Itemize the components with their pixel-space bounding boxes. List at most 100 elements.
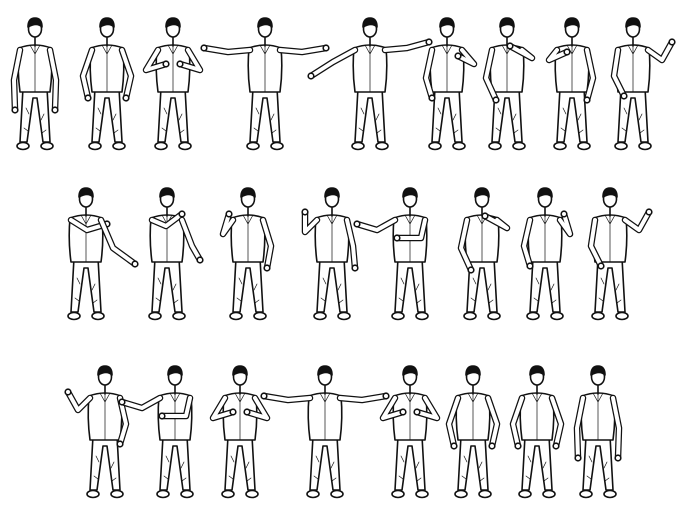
right-sleeve: [278, 46, 328, 54]
left-hand: [178, 210, 186, 218]
shoe-left: [579, 489, 593, 499]
trouser-folds: [74, 277, 98, 304]
hair: [474, 187, 490, 198]
hair: [317, 365, 333, 376]
figure-r3-8: [573, 365, 623, 499]
right-hand: [116, 440, 124, 448]
hair: [625, 17, 641, 28]
shoe-right: [487, 311, 501, 321]
figure-r3-6: [445, 365, 501, 499]
trousers: [354, 87, 386, 143]
left-sleeve: [150, 212, 184, 228]
right-sleeve: [160, 396, 192, 418]
right-sleeve: [99, 218, 137, 266]
shoe-left: [86, 489, 100, 499]
left-sleeve: [459, 218, 473, 272]
right-hand: [552, 442, 560, 450]
left-hand: [492, 96, 500, 104]
jacket-zip-collar: [319, 392, 331, 441]
right-hand: [506, 42, 514, 50]
trouser-folds: [586, 455, 610, 482]
left-sleeve: [303, 210, 319, 234]
left-hand: [428, 94, 436, 102]
left-sleeve: [484, 48, 498, 102]
hair: [232, 365, 248, 376]
shoe-left: [454, 489, 468, 499]
shoe-right: [512, 141, 526, 151]
shoe-left: [526, 311, 540, 321]
shoe-right: [180, 489, 194, 499]
left-sleeve: [66, 390, 92, 412]
shoe-right: [478, 489, 492, 499]
trouser-folds: [228, 455, 252, 482]
right-sleeve: [585, 48, 595, 102]
jacket-zip-collar: [404, 392, 416, 441]
trousers: [556, 87, 588, 143]
figure-r3-7: [509, 365, 565, 499]
shoe-left: [246, 141, 260, 151]
figure-r1-9: [610, 17, 676, 151]
left-hand: [526, 262, 534, 270]
shoe-left: [488, 141, 502, 151]
right-hand: [158, 412, 166, 420]
trousers: [89, 435, 121, 491]
trouser-folds: [598, 277, 622, 304]
left-hand: [450, 442, 458, 450]
hair: [499, 17, 515, 28]
jacket-zip-collar: [441, 44, 453, 93]
left-hand: [225, 210, 233, 218]
shoe-right: [178, 141, 192, 151]
trouser-folds: [470, 277, 494, 304]
jacket-zip-collar: [592, 392, 604, 441]
left-sleeve: [575, 396, 585, 460]
hair: [99, 17, 115, 28]
shoe-left: [154, 141, 168, 151]
trouser-folds: [95, 107, 119, 134]
shoe-left: [428, 141, 442, 151]
hair: [159, 187, 175, 198]
right-hand: [454, 52, 462, 60]
right-sleeve: [261, 218, 273, 270]
shoe-right: [172, 311, 186, 321]
trousers: [394, 435, 426, 491]
left-hand: [64, 388, 72, 396]
jacket-zip-collar: [167, 44, 179, 93]
shoe-right: [91, 311, 105, 321]
trouser-folds: [23, 107, 47, 134]
right-sleeve: [508, 44, 534, 60]
trouser-folds: [495, 107, 519, 134]
left-sleeve: [547, 48, 569, 62]
right-sleeve: [611, 396, 621, 460]
left-sleeve: [144, 48, 168, 72]
trousers: [151, 257, 183, 313]
figure-r2-6: [457, 187, 511, 321]
shoe-left: [351, 141, 365, 151]
left-sleeve: [81, 48, 94, 100]
shoe-right: [375, 141, 389, 151]
jacket-zip-collar: [259, 44, 271, 93]
left-sleeve: [211, 396, 235, 420]
left-hand: [260, 392, 268, 400]
jacket-zip-collar: [539, 214, 551, 263]
hair: [257, 17, 273, 28]
right-sleeve: [550, 396, 563, 448]
left-sleeve: [262, 394, 312, 402]
figure-r1-3: [142, 17, 204, 151]
left-sleeve: [12, 48, 22, 112]
trousers: [431, 87, 463, 143]
right-hand: [393, 234, 401, 242]
left-sleeve: [221, 212, 235, 236]
shoe-right: [550, 311, 564, 321]
trousers: [91, 87, 123, 143]
left-sleeve: [120, 396, 162, 410]
shoe-left: [463, 311, 477, 321]
figure-r2-7: [520, 187, 574, 321]
jacket-zip-collar: [627, 44, 639, 93]
right-hand: [614, 454, 622, 462]
hair: [27, 17, 43, 28]
right-hand: [351, 264, 359, 272]
shoe-left: [553, 141, 567, 151]
figure-r1-4: [200, 17, 330, 151]
trousers: [224, 435, 256, 491]
right-hand: [122, 94, 130, 102]
